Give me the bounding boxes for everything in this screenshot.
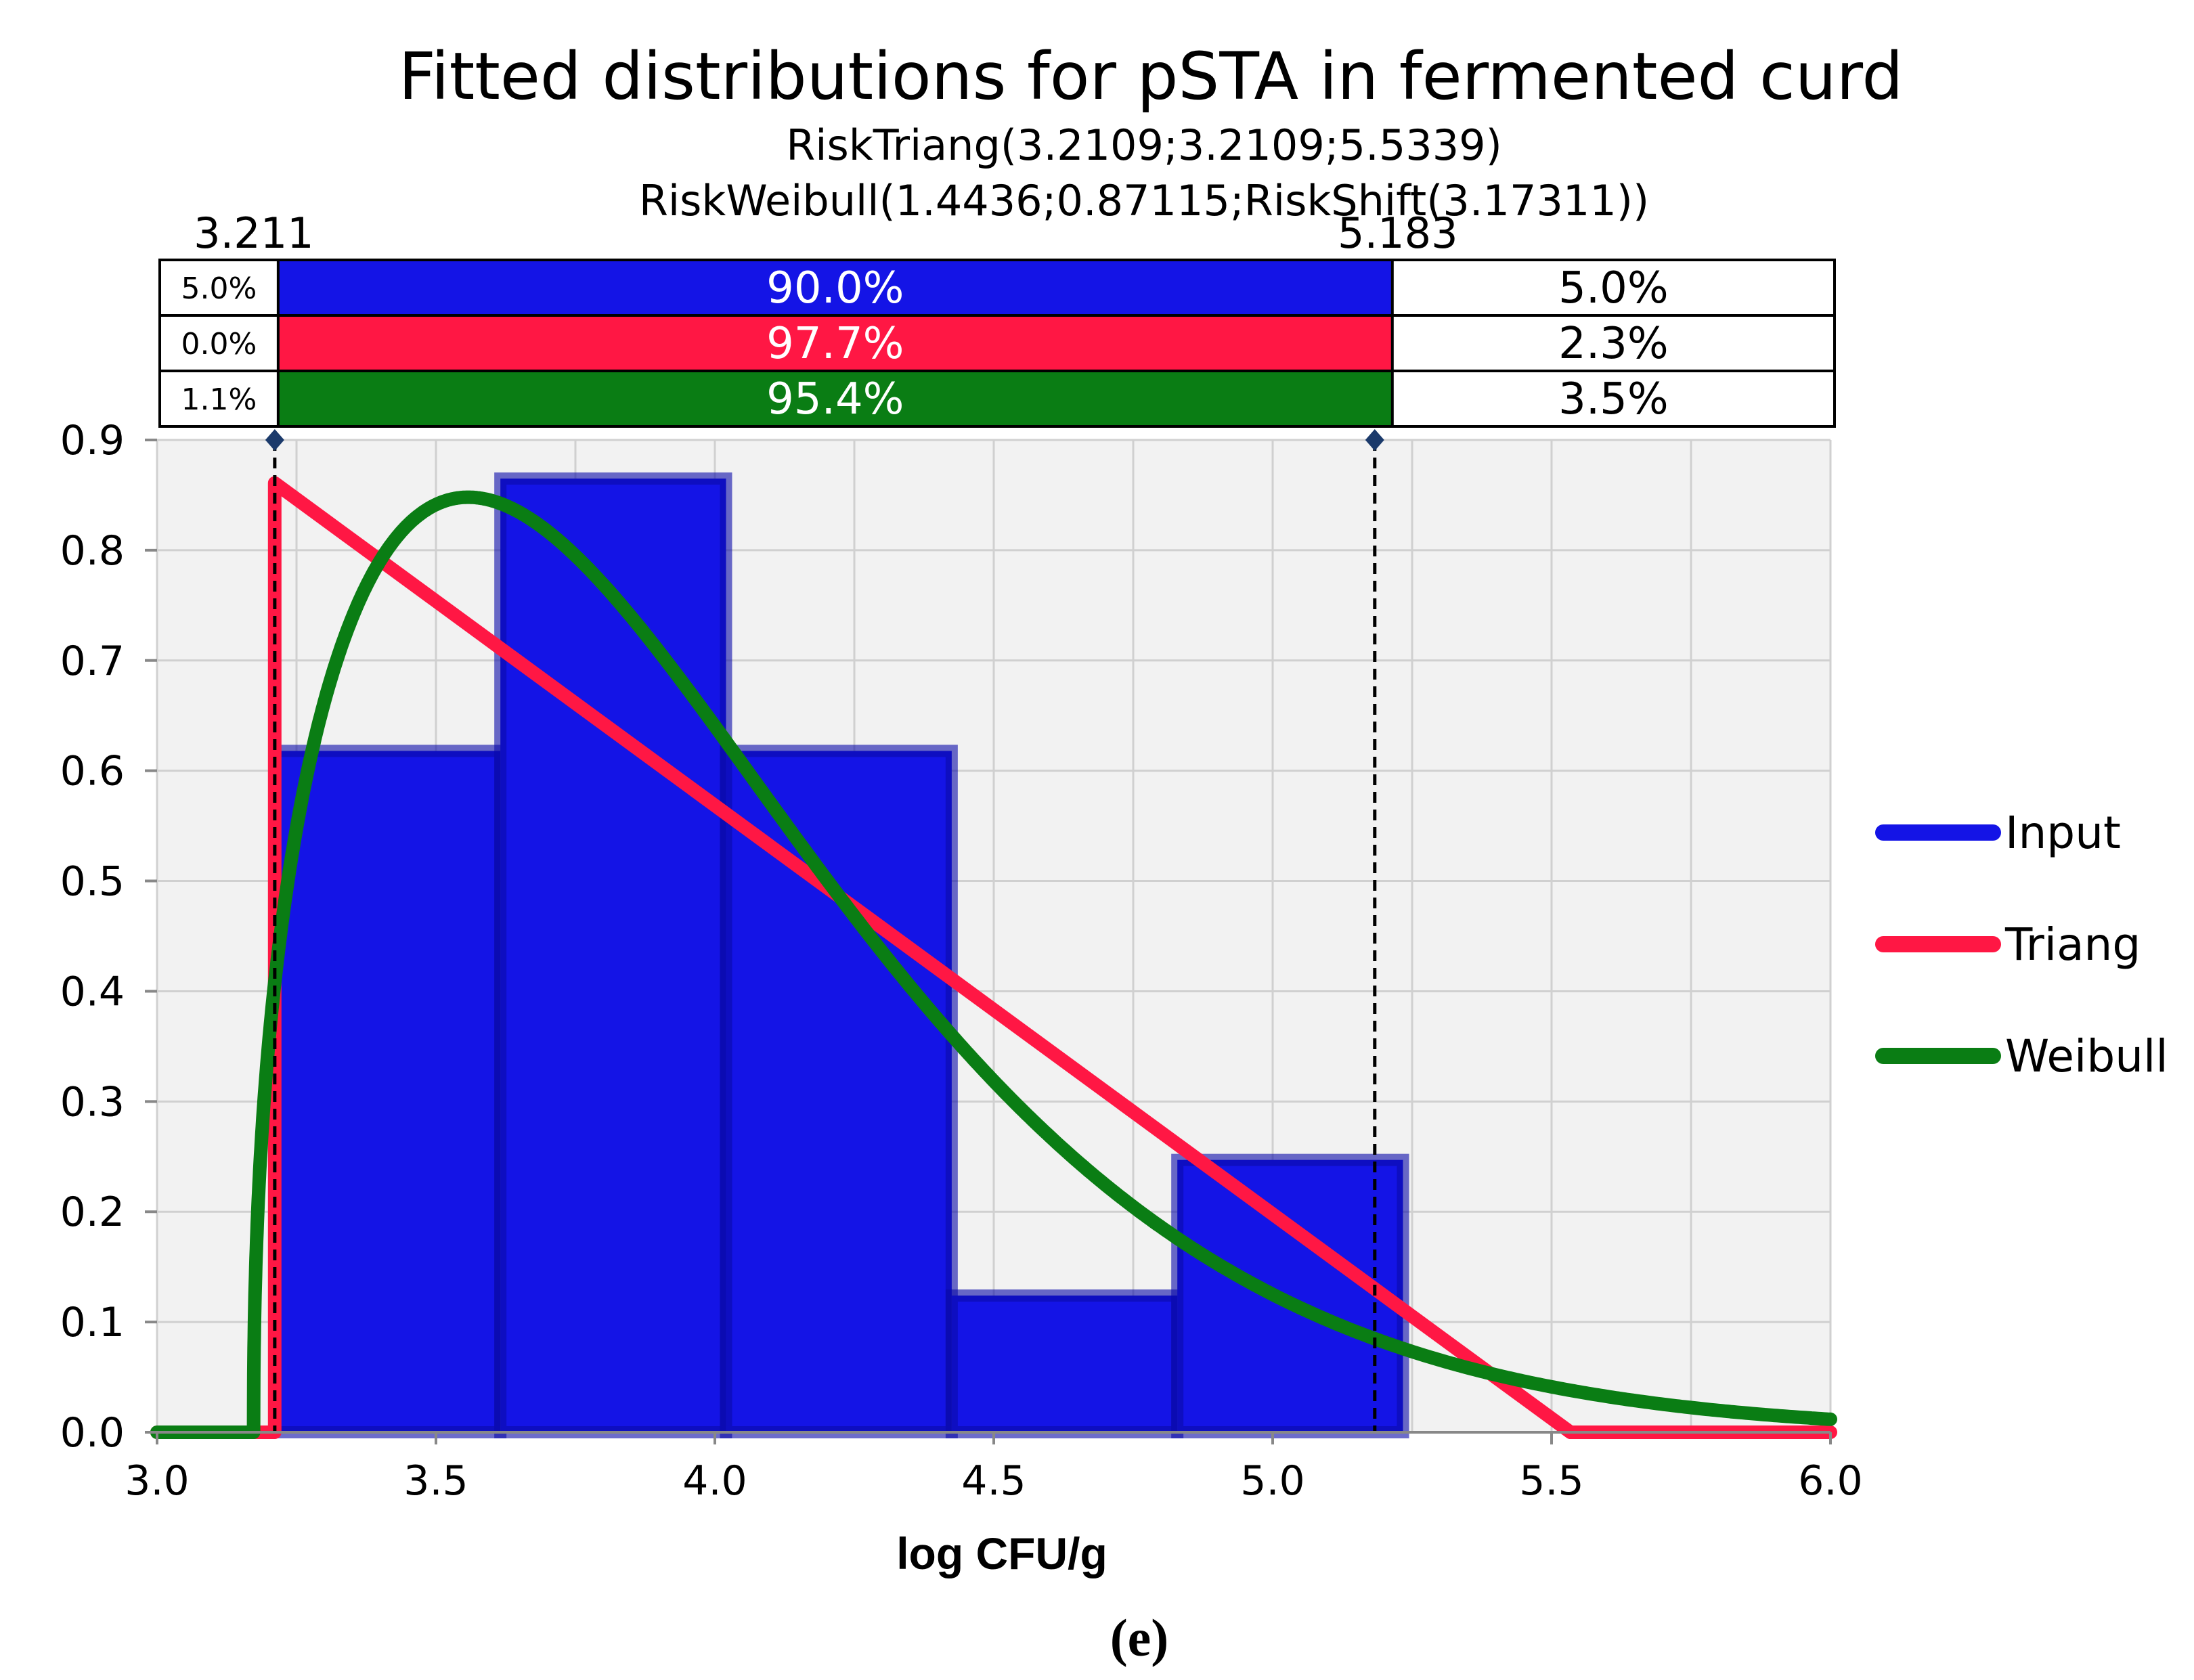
right-marker-handle xyxy=(1365,429,1384,451)
legend-label-triang: Triang xyxy=(2004,919,2141,971)
y-tick-label: 0.6 xyxy=(60,748,125,795)
probability-band-table: 3.211 5.183 5.0% 90.0% 5.0% 0.0% 97.7% 2.3% 1.1%… xyxy=(158,208,1836,428)
band-left-percent: 0.0% xyxy=(181,327,257,361)
y-tick-label: 0.7 xyxy=(60,638,125,685)
band-middle-fill xyxy=(276,314,1394,372)
x-tick-label: 5.5 xyxy=(1519,1457,1583,1505)
weibull-curve xyxy=(150,490,1837,1439)
y-tick-label: 0.3 xyxy=(60,1078,125,1126)
legend-label-weibull: Weibull xyxy=(2005,1030,2168,1082)
histogram-bars xyxy=(268,472,1409,1439)
x-tick-label: 3.0 xyxy=(125,1457,189,1505)
chart-subtitle-weibull: RiskWeibull(1.4436;0.87115;RiskShift(3.1… xyxy=(639,176,1649,225)
y-tick-label: 0.9 xyxy=(60,417,125,464)
legend: Input Triang Weibull xyxy=(1875,807,2168,1082)
band-middle-percent: 97.7% xyxy=(766,319,904,369)
axes: 3.0 3.5 4.0 4.5 5.0 5.5 6.0 0.0 0.1 0.2 0.3 0.4 0.5 0… xyxy=(60,417,1863,1505)
y-tick-label: 0.8 xyxy=(60,527,125,575)
x-tick-label: 5.0 xyxy=(1240,1457,1304,1505)
band-left-percent: 1.1% xyxy=(181,382,257,417)
chart-title: Fitted distributions for pSTA in ferment… xyxy=(399,39,1904,114)
x-tick-label: 4.0 xyxy=(682,1457,747,1505)
band-right-percent: 3.5% xyxy=(1558,374,1669,424)
figure-caption: (e) xyxy=(1110,1608,1169,1667)
band-middle-fill xyxy=(276,259,1394,317)
band-middle-fill xyxy=(276,370,1394,428)
left-marker-label: 3.211 xyxy=(194,208,314,258)
histogram-bar xyxy=(945,1289,1184,1439)
band-middle-percent: 90.0% xyxy=(766,263,904,313)
band-left-percent: 5.0% xyxy=(181,271,257,306)
band-right-percent: 2.3% xyxy=(1558,319,1669,369)
band-middle-percent: 95.4% xyxy=(766,374,904,424)
legend-label-input: Input xyxy=(2005,807,2121,859)
histogram-bar xyxy=(268,745,507,1438)
y-tick-label: 0.5 xyxy=(60,858,125,906)
chart-subtitle-triang: RiskTriang(3.2109;3.2109;5.5339) xyxy=(786,120,1502,170)
right-marker-label: 5.183 xyxy=(1338,208,1458,258)
y-tick-label: 0.4 xyxy=(60,968,125,1015)
y-tick-label: 0.2 xyxy=(60,1189,125,1236)
x-tick-label: 4.5 xyxy=(961,1457,1026,1505)
x-tick-label: 3.5 xyxy=(403,1457,468,1505)
percentile-markers xyxy=(265,429,1384,1432)
x-tick-label: 6.0 xyxy=(1798,1457,1862,1505)
x-axis-label: log CFU/g xyxy=(896,1528,1107,1578)
band-right-percent: 5.0% xyxy=(1558,263,1669,313)
y-tick-label: 0.1 xyxy=(60,1299,125,1346)
histogram-bar xyxy=(720,745,958,1438)
left-marker-handle xyxy=(265,429,284,451)
histogram-bar xyxy=(494,472,732,1438)
y-tick-label: 0.0 xyxy=(60,1409,125,1457)
